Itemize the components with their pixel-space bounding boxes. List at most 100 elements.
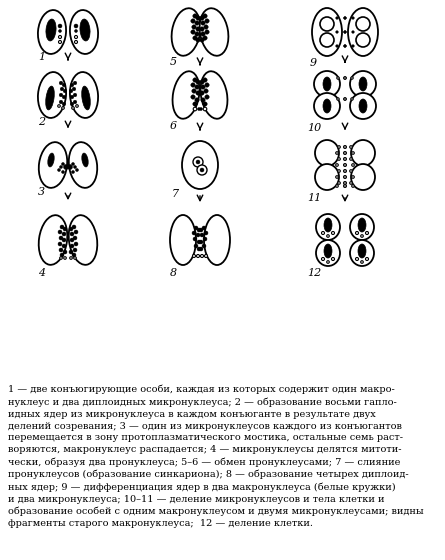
Circle shape [62,102,66,106]
Circle shape [57,169,61,171]
Circle shape [327,235,329,237]
Circle shape [344,146,346,148]
Text: 6: 6 [170,121,177,131]
Ellipse shape [38,10,66,54]
Circle shape [352,17,354,19]
Ellipse shape [38,72,66,118]
Ellipse shape [324,218,332,232]
Circle shape [193,107,197,111]
Circle shape [197,254,199,258]
Circle shape [344,31,346,33]
Circle shape [60,87,64,91]
Circle shape [205,30,209,34]
Circle shape [191,30,195,34]
Ellipse shape [314,93,340,119]
Circle shape [76,169,78,171]
Circle shape [70,238,74,242]
Circle shape [201,32,205,36]
Circle shape [69,227,73,231]
Circle shape [58,24,62,28]
Circle shape [70,83,74,87]
Text: 7: 7 [172,189,179,199]
Circle shape [73,236,77,240]
Ellipse shape [359,99,367,113]
Circle shape [59,93,63,97]
Circle shape [73,93,77,97]
Circle shape [73,81,77,85]
Ellipse shape [80,19,90,41]
Text: 9: 9 [310,58,317,68]
Circle shape [195,85,199,89]
Circle shape [344,170,346,172]
Circle shape [344,164,346,166]
Circle shape [344,77,346,79]
Circle shape [352,31,354,33]
Circle shape [201,85,205,89]
Circle shape [59,236,63,240]
Circle shape [198,108,201,110]
Circle shape [361,261,363,263]
Circle shape [62,232,66,236]
Circle shape [344,17,346,19]
Circle shape [351,98,353,100]
Circle shape [196,80,200,84]
Circle shape [351,77,353,79]
Circle shape [74,35,77,39]
Circle shape [344,98,346,100]
Circle shape [199,228,203,232]
Circle shape [191,83,195,87]
Circle shape [193,36,197,40]
Circle shape [194,226,198,230]
Circle shape [356,17,370,31]
Circle shape [336,164,338,166]
Circle shape [203,102,207,106]
Ellipse shape [82,153,88,167]
Circle shape [344,31,346,33]
Circle shape [336,152,338,155]
Circle shape [203,36,207,40]
Ellipse shape [358,244,366,258]
Circle shape [69,250,73,254]
Circle shape [74,230,78,234]
Circle shape [59,100,63,104]
Ellipse shape [39,215,67,265]
Circle shape [74,24,78,28]
Ellipse shape [324,244,332,258]
Circle shape [344,181,346,184]
Circle shape [63,250,67,254]
Circle shape [356,231,359,235]
Circle shape [193,14,197,18]
Ellipse shape [323,77,331,91]
Text: 4: 4 [38,268,45,278]
Circle shape [74,242,78,246]
Circle shape [199,108,202,110]
Circle shape [61,170,65,174]
Ellipse shape [316,214,340,240]
Ellipse shape [39,142,67,188]
Circle shape [70,95,74,99]
Circle shape [69,89,73,93]
Text: 3: 3 [38,187,45,197]
Circle shape [344,185,346,187]
Circle shape [76,105,78,108]
Circle shape [344,185,346,187]
Circle shape [192,25,196,29]
Circle shape [200,233,204,237]
Circle shape [196,160,200,164]
Circle shape [196,233,200,237]
Circle shape [352,45,354,47]
Circle shape [204,231,208,235]
Circle shape [200,16,204,20]
Circle shape [59,81,63,85]
Circle shape [321,231,324,235]
Circle shape [200,80,204,84]
Circle shape [197,240,201,244]
Circle shape [200,168,204,172]
Circle shape [193,157,203,167]
Circle shape [63,89,67,93]
Circle shape [203,107,207,111]
Circle shape [332,231,335,235]
Ellipse shape [323,99,331,113]
Circle shape [205,95,209,99]
Circle shape [350,146,352,148]
